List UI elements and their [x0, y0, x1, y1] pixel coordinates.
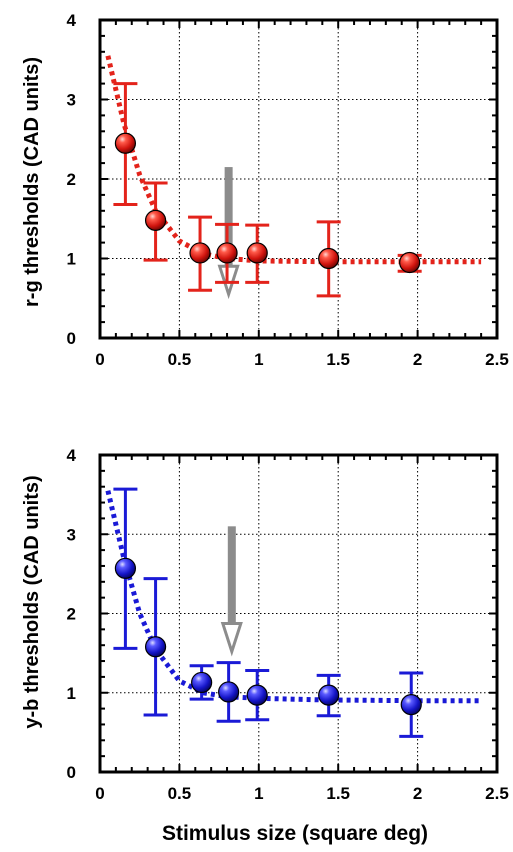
yb-ytick-label: 2: [67, 605, 76, 624]
yb-point-2: [191, 671, 213, 694]
yb-point-6: [400, 694, 422, 716]
rg-xtick-label: 1.5: [326, 350, 350, 369]
yb-ytick-label: 0: [67, 763, 76, 782]
yb-xtick-label: 0: [95, 784, 104, 803]
rg-point-2: [189, 242, 211, 264]
rg-xtick-label: 2.5: [485, 350, 509, 369]
yb-point-1: [144, 636, 167, 658]
yb-point-3: [218, 681, 240, 703]
rg-xtick-label: 0: [95, 350, 104, 369]
rg-ylabel: r-g thresholds (CAD units): [21, 57, 43, 307]
rg-arrow-head: [217, 264, 240, 300]
yb-ytick-label: 1: [67, 684, 76, 703]
yb-xtick-label: 2.5: [485, 784, 509, 803]
rg-xtick-label: 2: [413, 350, 422, 369]
yb-xtick-label: 1.5: [326, 784, 350, 803]
yb-point-5: [318, 684, 340, 706]
yb-xtick-label: 0.5: [168, 784, 192, 803]
rg-ytick-label: 0: [67, 329, 76, 348]
yb-arrow-head: [220, 622, 243, 657]
rg-point-6: [399, 251, 421, 274]
yb-ytick-label: 3: [67, 525, 76, 544]
rg-arrow-shaft: [224, 167, 233, 267]
rg-ytick-label: 3: [67, 91, 76, 110]
yb-arrow-shaft: [227, 526, 236, 624]
rg-xtick-label: 1: [254, 350, 263, 369]
rg-point-1: [144, 209, 167, 231]
yb-ylabel: y-b thresholds (CAD units): [21, 475, 43, 728]
rg-point-3: [216, 242, 238, 264]
rg-fit-curve: [105, 55, 482, 265]
yb-xtick-label: 2: [413, 784, 422, 803]
yb-point-4: [246, 684, 268, 706]
rg-panel: r-g thresholds (CAD units) 0 0.5 1 1.5 2 2.5 0…: [21, 11, 509, 369]
x-axis-title: Stimulus size (square deg): [162, 822, 428, 845]
yb-panel: y-b thresholds (CAD units) 0 0.5 1 1.5 2 2.5 0…: [21, 446, 509, 803]
yb-xtick-label: 1: [254, 784, 263, 803]
yb-fit-curve: [105, 490, 482, 704]
rg-ytick-label: 1: [67, 250, 76, 269]
rg-xtick-label: 0.5: [168, 350, 192, 369]
rg-point-0: [114, 132, 137, 154]
rg-ytick-label: 4: [67, 11, 77, 30]
rg-point-5: [318, 247, 340, 270]
rg-point-4: [246, 242, 268, 264]
yb-point-0: [114, 557, 137, 579]
rg-ytick-label: 2: [67, 170, 76, 189]
yb-ytick-label: 4: [67, 446, 77, 465]
